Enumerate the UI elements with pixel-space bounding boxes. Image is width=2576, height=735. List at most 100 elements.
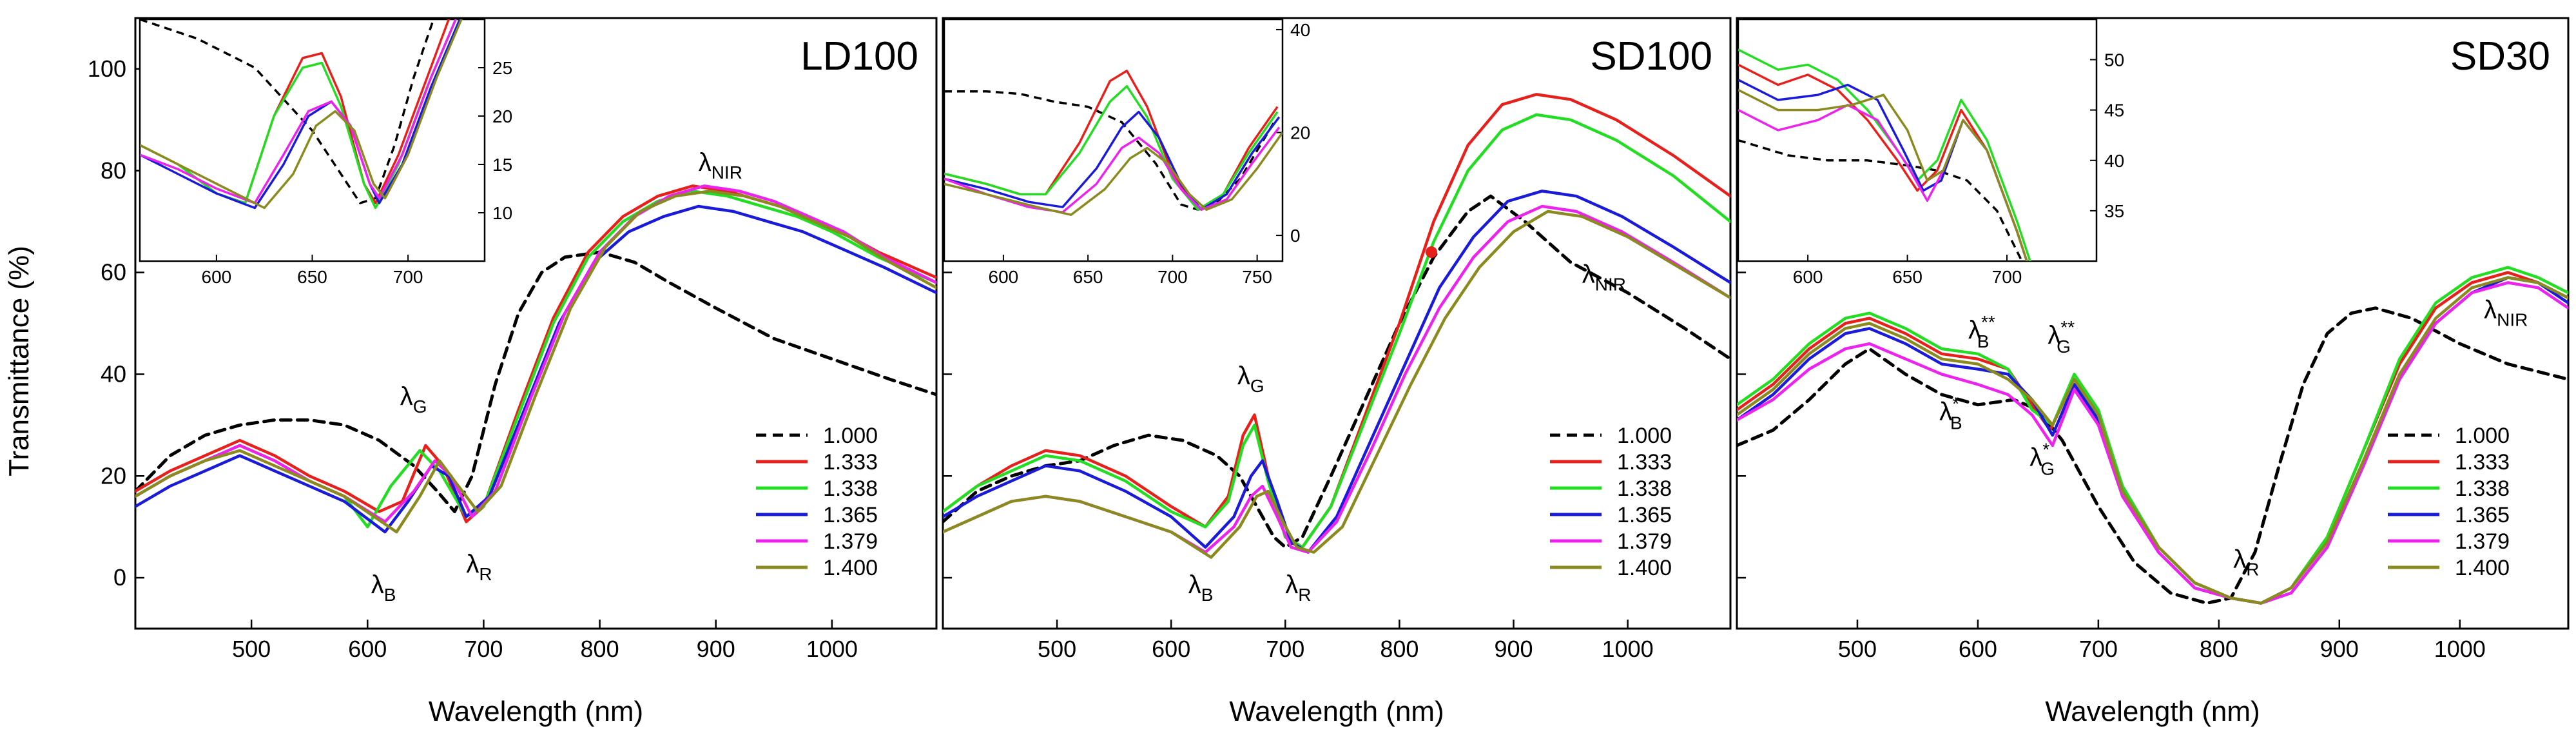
series-line-1-000: [1737, 306, 2568, 605]
annotation-symbol: λ: [1237, 362, 1250, 390]
x-tick-label: 500: [1838, 636, 1877, 662]
annotation-label: λNIR: [1582, 260, 1626, 294]
annotation-sub: R: [2246, 559, 2259, 579]
x-tick-label: 500: [232, 636, 271, 662]
legend-label: 1.338: [1617, 476, 1672, 501]
annotation-sup: *: [1952, 393, 1959, 413]
legend-label: 1.365: [2455, 503, 2510, 527]
inset-x-tick-label: 700: [393, 267, 423, 287]
annotation-label: λ** G: [2048, 317, 2075, 357]
panel-title: SD100: [1590, 34, 1712, 79]
annotation-sup: *: [2042, 439, 2049, 459]
inset-y-tick-label: 0: [1290, 226, 1301, 246]
annotation-sub: G: [413, 397, 427, 416]
annotation-symbol: λ: [2484, 296, 2497, 324]
legend-label: 1.333: [1617, 450, 1672, 475]
y-axis-title: Transmittance (%): [3, 246, 35, 476]
legend-label: 1.365: [1617, 503, 1672, 527]
annotation-symbol: λ: [1188, 571, 1201, 599]
legend-label: 1.365: [823, 503, 878, 527]
annotation-sub: NIR: [712, 162, 742, 182]
x-tick-label: 1000: [806, 636, 858, 662]
inset-x-tick-label: 600: [989, 267, 1019, 287]
inset-series-group: [140, 19, 463, 210]
legend-label: 1.400: [1617, 556, 1672, 580]
inset-y-tick-label: 15: [492, 155, 512, 175]
inset-series-group: [944, 70, 1283, 216]
inset-series-line-1-400: [1738, 88, 2028, 261]
annotation-symbol: λ: [400, 382, 413, 411]
inset-series-group: [1738, 48, 2031, 261]
inset-y-tick-label: 45: [2104, 101, 2124, 121]
inset-x-tick-label: 700: [1992, 267, 2022, 287]
x-tick-label: 900: [697, 636, 735, 662]
legend-label: 1.333: [823, 450, 878, 475]
inset-y-tick-label: 20: [1290, 123, 1310, 143]
annotation-sub: G: [1250, 376, 1264, 396]
inset-y-tick-label: 40: [1290, 20, 1310, 40]
annotation-sub: R: [1298, 585, 1311, 605]
x-tick-label: 600: [1959, 636, 1997, 662]
annotation-sub: NIR: [1595, 274, 1626, 294]
annotation-symbol: λ: [1285, 571, 1298, 599]
annotation-sub: B: [1201, 585, 1214, 605]
x-axis-title: Wavelength (nm): [1229, 696, 1444, 727]
annotation-label: λG: [1237, 362, 1264, 396]
x-tick-label: 900: [2320, 636, 2359, 662]
annotation-sub: R: [479, 564, 492, 584]
inset-y-tick-label: 20: [492, 106, 512, 126]
x-tick-label: 700: [1266, 636, 1304, 662]
inset-series-line-1-000: [1738, 139, 2024, 261]
annotation-sub: G: [2040, 458, 2055, 478]
inset-series-line-1-000: [944, 90, 1275, 211]
inset-series-line-1-379: [944, 126, 1281, 213]
annotation-symbol: λ: [2048, 321, 2060, 349]
annotation-label: λG: [400, 382, 427, 416]
annotation-symbol: λ: [2029, 443, 2042, 471]
inset-series-line-1-400: [140, 19, 463, 210]
x-axis-title: Wavelength (nm): [2045, 696, 2260, 727]
y-tick-label: 80: [101, 157, 126, 184]
panel-ld100: 0 20 40 60 80 100 500 600 700 800 900 1000 Wavelengt…: [88, 17, 938, 727]
inset-y-tick-label: 35: [2104, 201, 2124, 221]
x-tick-label: 800: [581, 636, 619, 662]
x-axis-title: Wavelength (nm): [429, 696, 643, 727]
annotation-symbol: λ: [699, 148, 712, 177]
x-tick-label: 600: [1152, 636, 1190, 662]
annotation-label: λR: [2233, 545, 2259, 579]
annotation-sub: B: [384, 585, 396, 605]
inset-frame: [1737, 18, 2098, 262]
series-line-1-365: [943, 190, 1730, 554]
inset-series-line-1-379: [140, 19, 457, 204]
legend-label: 1.379: [2455, 529, 2510, 554]
panel-title: SD30: [2450, 34, 2550, 79]
annotation-label: λNIR: [699, 148, 742, 182]
inset-series-line-1-365: [944, 110, 1281, 211]
panel-sd100: 500 600 700 800 900 1000 Wavelength (nm) 600 650…: [942, 17, 1732, 727]
inset-x-tick-label: 750: [1242, 267, 1272, 287]
legend-label: 1.333: [2455, 450, 2510, 475]
annotation-label: λB: [1188, 571, 1214, 605]
x-tick-label: 700: [464, 636, 503, 662]
series-line-1-379: [1737, 281, 2568, 605]
annotation-label: λ* B: [1939, 393, 1962, 433]
legend-label: 1.379: [823, 529, 878, 554]
annotation-label: λ* G: [2029, 439, 2055, 478]
legend-label: 1.000: [2455, 424, 2510, 448]
inset-x-tick-label: 600: [202, 267, 232, 287]
annotation-label: λB: [371, 571, 396, 605]
legend-label: 1.338: [823, 476, 878, 501]
y-tick-label: 40: [101, 360, 126, 387]
annotation-symbol: λ: [2233, 545, 2246, 573]
series-group: [135, 184, 936, 534]
red-marker-dot: [1425, 246, 1437, 259]
legend-label: 1.400: [2455, 556, 2510, 580]
inset-x-tick-label: 700: [1157, 267, 1188, 287]
annotation-sup: **: [1981, 312, 1995, 332]
x-tick-label: 800: [2200, 636, 2238, 662]
inset-y-tick-label: 50: [2104, 50, 2124, 70]
annotation-symbol: λ: [1939, 397, 1952, 426]
series-line-1-400: [135, 190, 936, 534]
series-group: [1737, 266, 2568, 605]
annotation-label: λR: [466, 550, 492, 584]
